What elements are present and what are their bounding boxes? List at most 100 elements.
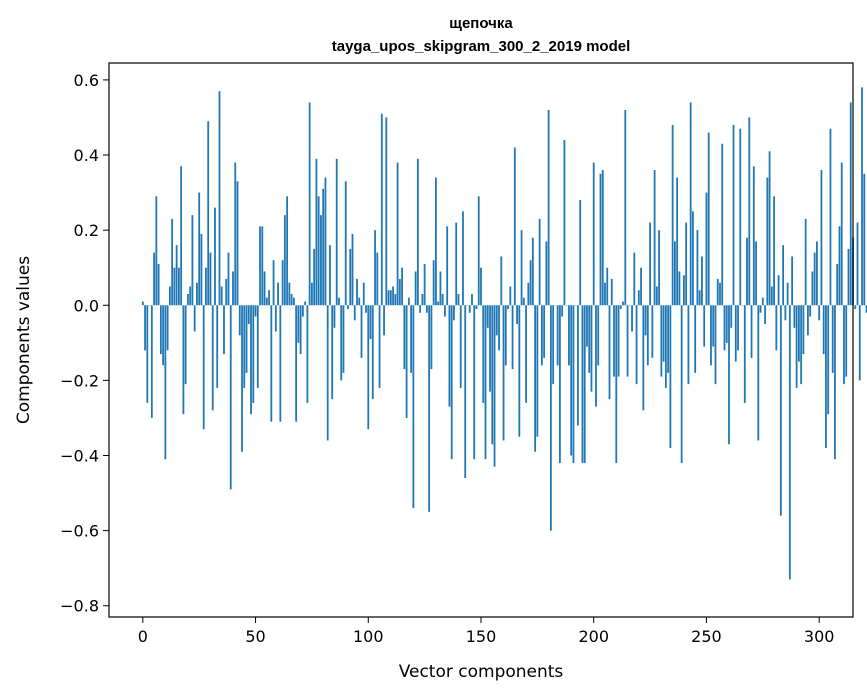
bar-221 xyxy=(640,267,642,306)
bar-51 xyxy=(256,305,259,388)
bar-289 xyxy=(793,305,796,328)
y-tick-label: 0.4 xyxy=(74,146,99,165)
bar-112 xyxy=(394,293,397,306)
bar-203 xyxy=(599,173,602,306)
bar-297 xyxy=(811,271,814,306)
bar-149 xyxy=(477,196,480,306)
bar-90 xyxy=(344,181,347,306)
bar-77 xyxy=(315,158,318,306)
bar-273 xyxy=(757,305,760,441)
bar-294 xyxy=(804,218,807,306)
bar-103 xyxy=(374,230,376,306)
bar-302 xyxy=(822,305,825,355)
bar-291 xyxy=(797,305,800,362)
bar-130 xyxy=(435,177,437,306)
bar-163 xyxy=(509,286,512,306)
bar-195 xyxy=(581,305,584,464)
bar-247 xyxy=(698,290,701,306)
y-tick-label: −0.8 xyxy=(60,597,99,616)
bar-145 xyxy=(468,305,471,313)
bar-161 xyxy=(504,305,507,366)
bar-158 xyxy=(498,305,500,351)
bar-30 xyxy=(209,252,212,306)
bar-196 xyxy=(583,305,586,464)
bar-316 xyxy=(854,305,857,310)
bar-281 xyxy=(775,305,778,351)
bar-267 xyxy=(743,305,746,403)
bar-72 xyxy=(304,301,307,306)
y-tick-label: 0.6 xyxy=(74,71,99,90)
bar-108 xyxy=(385,117,388,306)
bar-217 xyxy=(631,305,633,332)
bar-106 xyxy=(380,113,383,306)
bar-309 xyxy=(838,226,841,306)
bar-23 xyxy=(193,305,196,332)
bar-178 xyxy=(543,305,546,358)
bar-65 xyxy=(288,282,291,306)
bar-170 xyxy=(525,305,527,403)
bar-287 xyxy=(788,305,791,580)
bar-52 xyxy=(259,226,261,306)
y-tick-label: 0.2 xyxy=(74,221,99,240)
bar-107 xyxy=(383,305,385,336)
bar-101 xyxy=(369,305,372,340)
bar-131 xyxy=(437,301,440,306)
bar-184 xyxy=(556,305,559,366)
bar-298 xyxy=(813,252,816,306)
bar-288 xyxy=(791,256,794,306)
bar-180 xyxy=(547,109,550,306)
bar-152 xyxy=(484,305,487,460)
bar-220 xyxy=(637,290,640,306)
bar-99 xyxy=(365,305,367,313)
bar-235 xyxy=(671,124,674,306)
x-tick-label: 50 xyxy=(245,627,265,646)
bar-240 xyxy=(683,275,685,306)
bar-71 xyxy=(301,305,304,317)
bar-249 xyxy=(703,305,706,347)
bar-26 xyxy=(200,233,203,306)
bar-41 xyxy=(234,162,237,306)
bar-137 xyxy=(450,305,453,460)
bar-69 xyxy=(297,305,300,343)
bar-185 xyxy=(559,305,561,464)
bar-256 xyxy=(719,282,721,306)
bar-92 xyxy=(349,248,352,306)
bar-201 xyxy=(595,305,597,407)
bar-122 xyxy=(416,158,419,306)
bar-191 xyxy=(572,305,575,464)
bar-243 xyxy=(689,102,692,306)
bar-174 xyxy=(534,305,537,452)
bar-11 xyxy=(166,305,169,351)
bar-226 xyxy=(651,305,654,358)
bar-197 xyxy=(586,305,588,347)
bar-222 xyxy=(642,305,645,411)
bar-47 xyxy=(247,305,250,325)
bar-84 xyxy=(331,305,334,400)
bar-187 xyxy=(563,140,566,306)
y-tick-label: −0.4 xyxy=(60,446,99,465)
bar-46 xyxy=(245,305,248,373)
bar-6 xyxy=(155,196,158,306)
bar-45 xyxy=(243,305,246,388)
bar-121 xyxy=(414,271,417,306)
bar-150 xyxy=(480,267,482,306)
bar-244 xyxy=(692,211,694,306)
bar-229 xyxy=(658,230,661,306)
bar-268 xyxy=(746,237,748,306)
bar-43 xyxy=(238,305,241,336)
bar-1 xyxy=(144,305,146,351)
bar-274 xyxy=(759,305,762,313)
bar-105 xyxy=(378,305,381,388)
bar-20 xyxy=(187,293,189,306)
bar-48 xyxy=(250,305,252,415)
bar-9 xyxy=(162,305,165,366)
bar-224 xyxy=(646,305,649,366)
bar-96 xyxy=(358,297,361,306)
bar-293 xyxy=(802,305,805,355)
bar-134 xyxy=(444,305,446,317)
bar-166 xyxy=(516,305,518,325)
bar-263 xyxy=(734,305,737,362)
bar-119 xyxy=(410,305,413,373)
bar-190 xyxy=(570,305,573,456)
